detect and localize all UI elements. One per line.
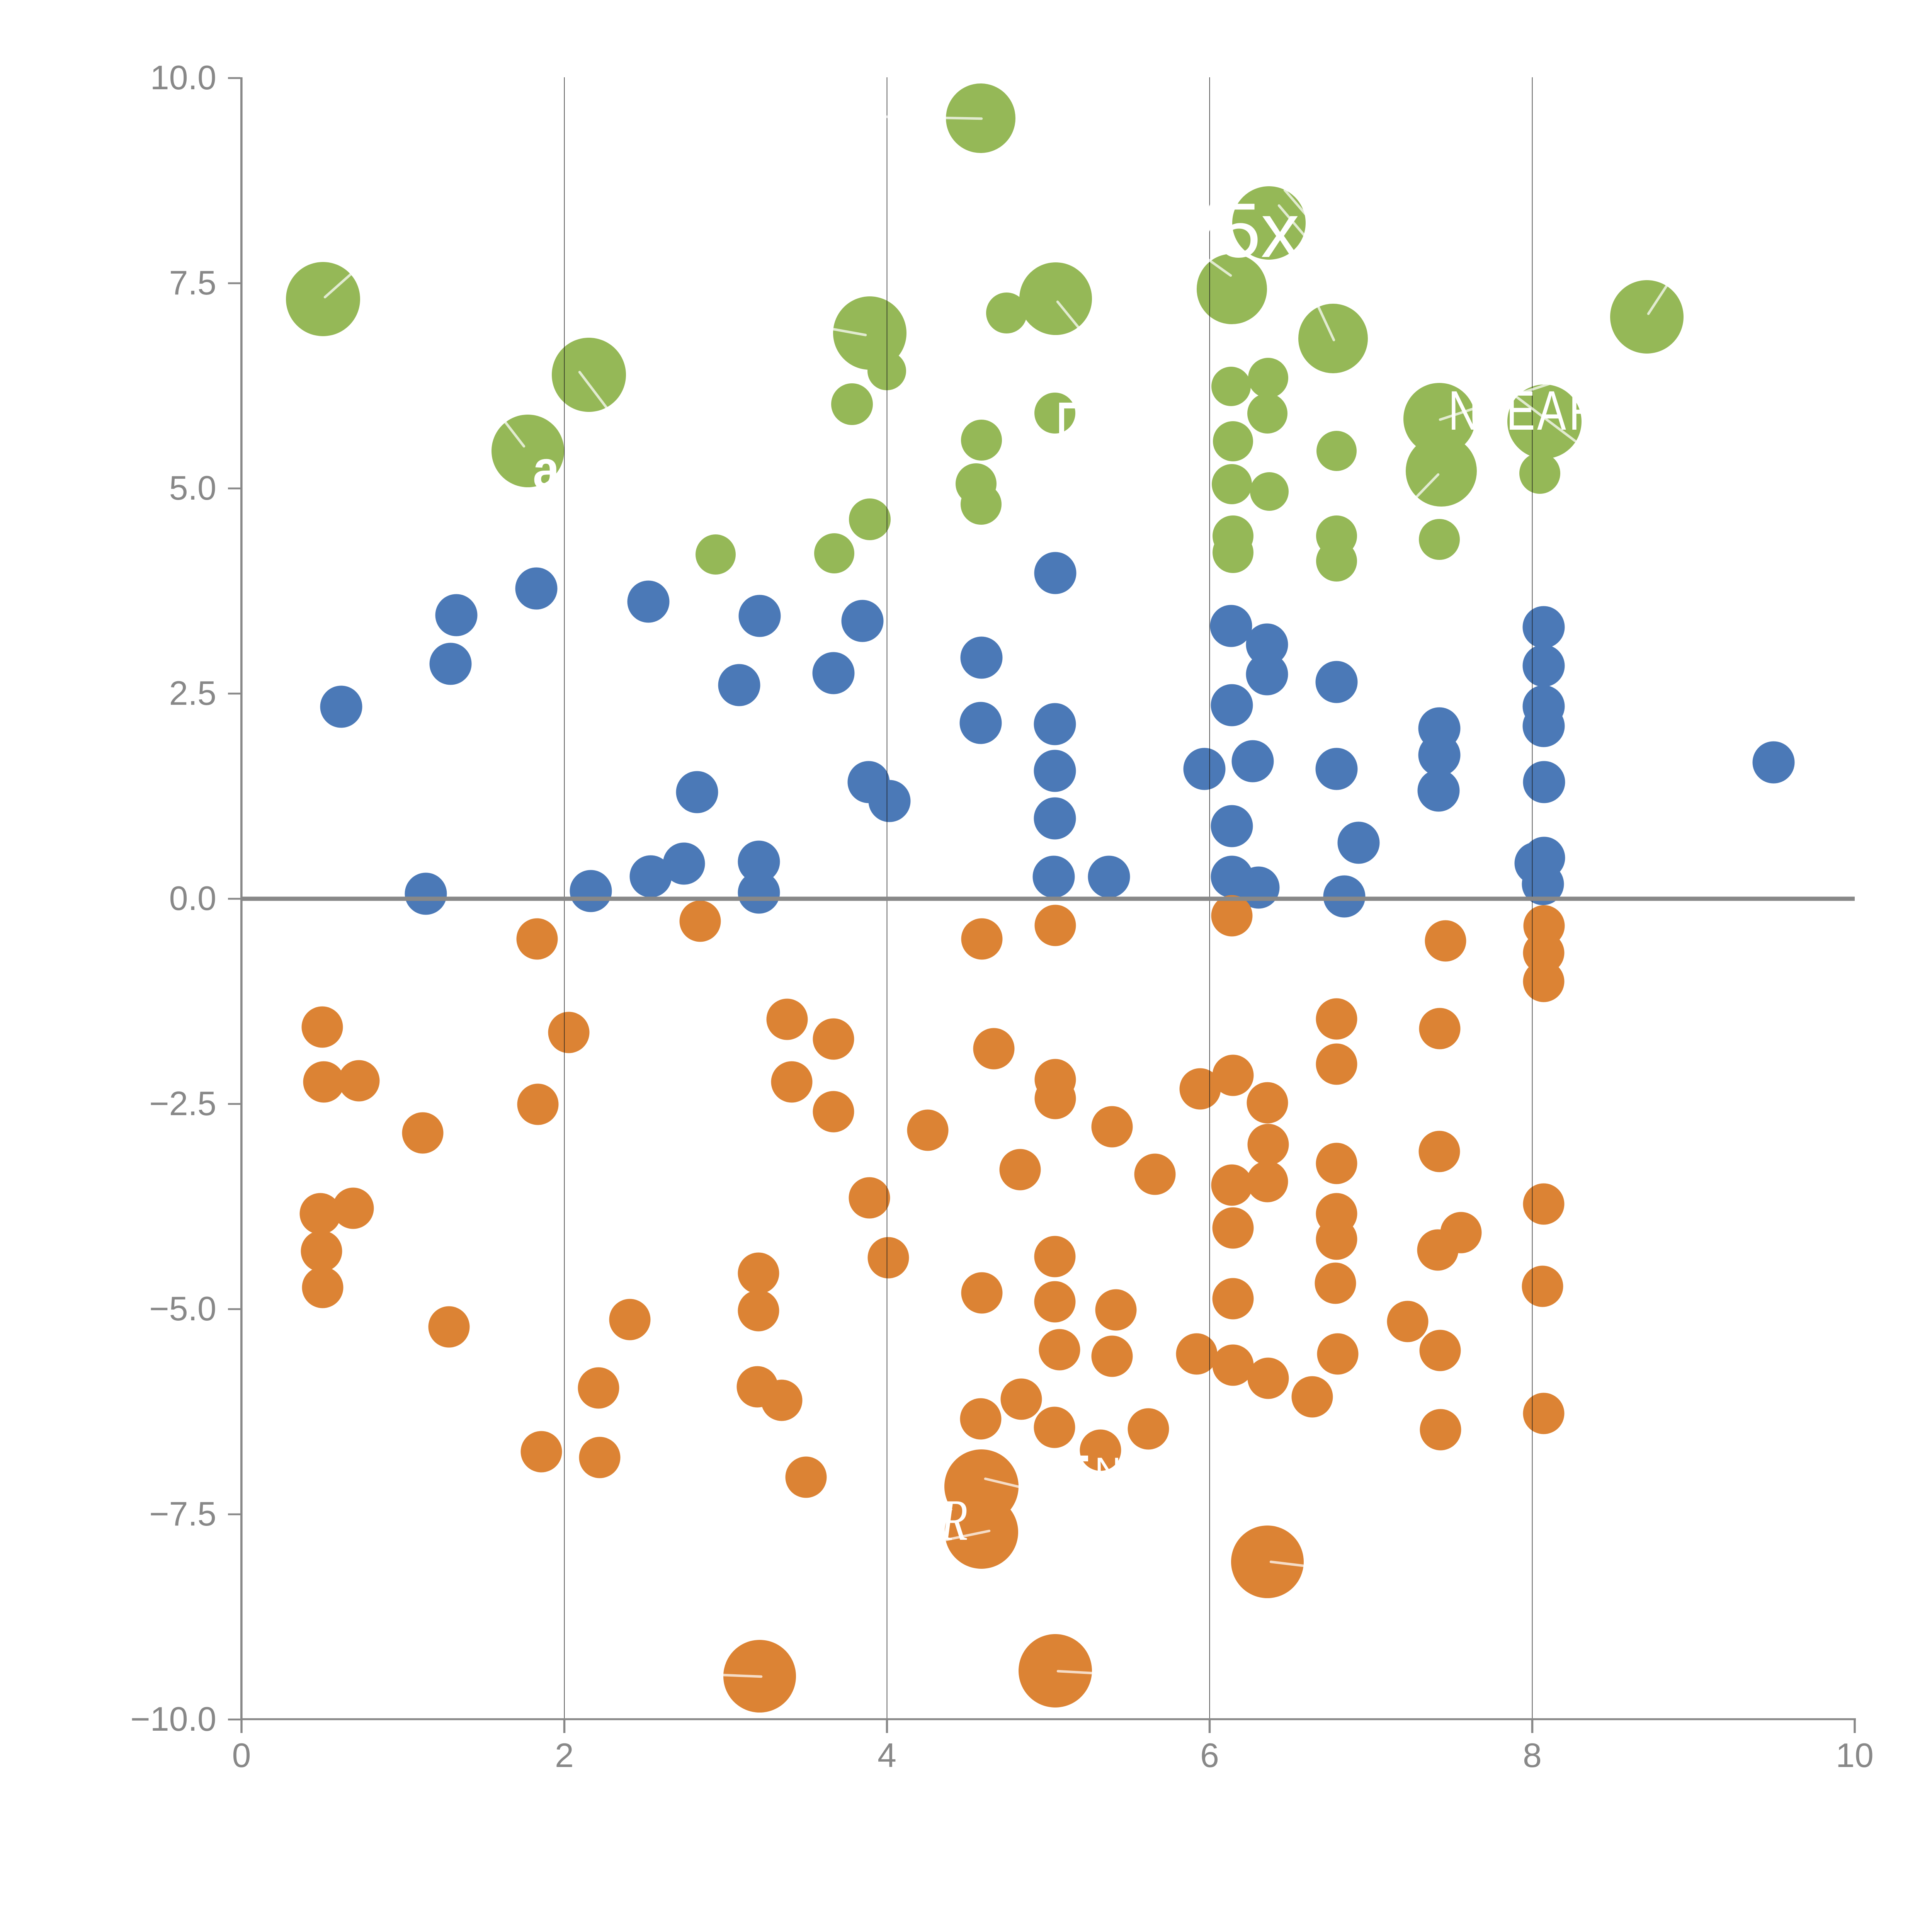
svg-text:−7.5: −7.5: [149, 1495, 216, 1533]
svg-text:R: R: [1569, 380, 1600, 442]
svg-text:W5x: W5x: [1145, 187, 1299, 274]
svg-text:−10.0: −10.0: [130, 1700, 216, 1738]
svg-text:0.0: 0.0: [169, 879, 216, 917]
svg-text:8: 8: [1523, 1736, 1542, 1774]
svg-text:R: R: [940, 1488, 968, 1553]
svg-text:5.0: 5.0: [169, 469, 216, 507]
svg-text:A: A: [1537, 380, 1566, 442]
svg-text:N: N: [1095, 1450, 1121, 1491]
svg-text:6: 6: [1200, 1736, 1219, 1774]
svg-text:0: 0: [232, 1736, 251, 1774]
svg-text:10: 10: [1836, 1736, 1874, 1774]
svg-text:−5.0: −5.0: [149, 1289, 216, 1328]
svg-text:2.5: 2.5: [169, 674, 216, 712]
svg-text:a: a: [533, 439, 560, 499]
svg-text:4: 4: [878, 1736, 896, 1774]
svg-text:2: 2: [555, 1736, 574, 1774]
svg-text:E: E: [1506, 380, 1535, 442]
svg-text:10.0: 10.0: [150, 58, 216, 97]
svg-text:−2.5: −2.5: [149, 1084, 216, 1122]
svg-text:7.5: 7.5: [169, 264, 216, 302]
svg-text:N: N: [1448, 380, 1480, 442]
